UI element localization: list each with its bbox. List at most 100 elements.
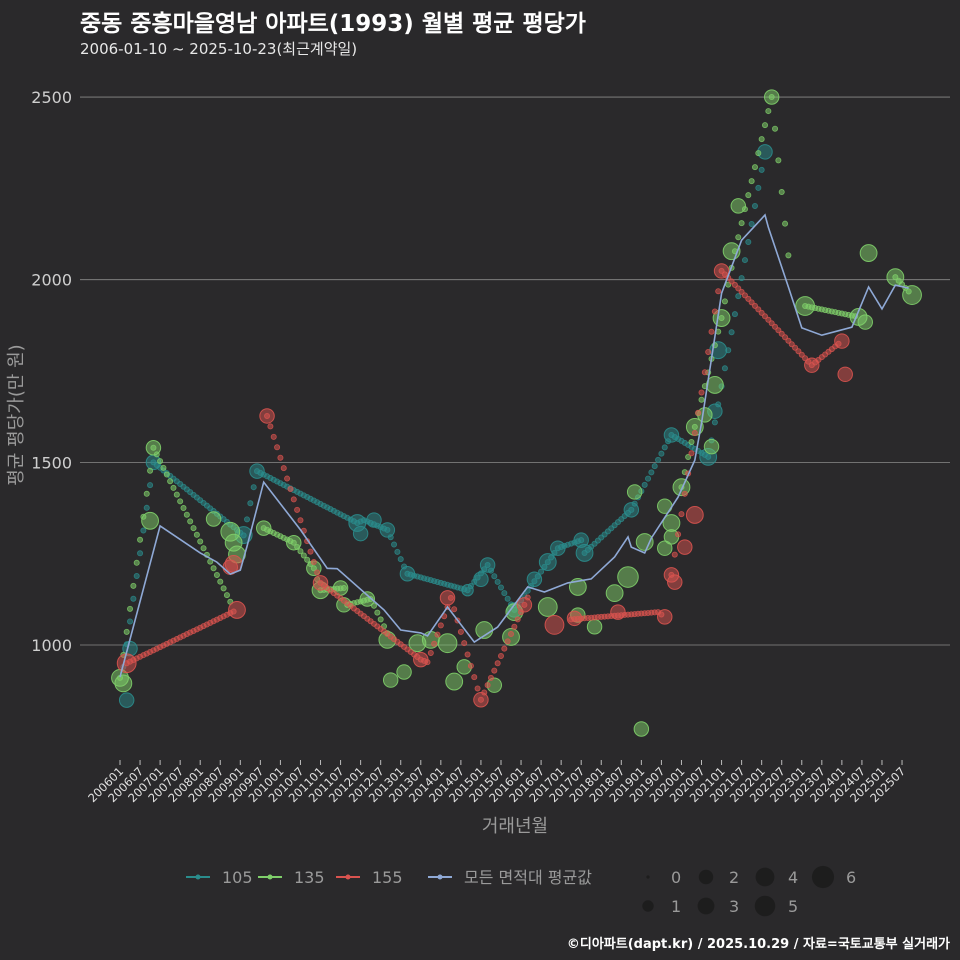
interpolated-point <box>220 585 227 592</box>
interpolated-point <box>250 484 257 491</box>
size-legend-label: 1 <box>671 897 681 916</box>
trade-point <box>145 440 162 456</box>
interpolated-point <box>705 348 712 355</box>
trade-point <box>859 244 878 262</box>
interpolated-point <box>461 640 468 647</box>
interpolated-point <box>183 511 190 518</box>
interpolated-point <box>133 572 140 579</box>
trade-point <box>804 357 820 373</box>
interpolated-point <box>671 551 678 558</box>
series-155 <box>116 263 853 708</box>
size-legend-marker <box>646 875 650 879</box>
interpolated-point <box>310 559 317 566</box>
interpolated-point <box>782 220 789 227</box>
interpolated-point <box>177 498 184 505</box>
average-line <box>119 213 909 678</box>
size-legend-marker <box>755 867 775 887</box>
size-legend-marker <box>811 865 835 889</box>
interpolated-point <box>701 369 708 376</box>
interpolated-point <box>755 150 762 157</box>
trade-point <box>633 721 650 737</box>
interpolated-point <box>280 465 287 472</box>
size-legend-marker <box>754 895 776 917</box>
y-tick-labels: 1000 1500 2000 2500 <box>31 88 72 655</box>
trade-point <box>626 484 643 500</box>
interpolated-point <box>494 660 501 667</box>
interpolated-point <box>167 478 174 485</box>
legend: 105 135 155 모든 면적대 평균값 0 1 2 3 4 5 6 <box>186 865 856 917</box>
interpolated-point <box>645 475 652 482</box>
trade-point <box>141 511 159 530</box>
size-legend-label: 5 <box>788 897 798 916</box>
legend-label-3: 모든 면적대 평균값 <box>464 868 592 887</box>
interpolated-point <box>197 538 204 545</box>
trade-point <box>610 604 626 620</box>
trade-point <box>118 692 135 708</box>
interpolated-point <box>735 234 742 241</box>
interpolated-point <box>147 482 154 489</box>
trade-point <box>902 285 922 305</box>
interpolated-point <box>494 578 501 585</box>
interpolated-point <box>137 550 144 557</box>
interpolated-point <box>708 328 715 335</box>
trade-point <box>763 89 780 105</box>
interpolated-point <box>765 108 772 115</box>
interpolated-point <box>685 454 692 461</box>
size-legend-label: 6 <box>846 868 856 887</box>
interpolated-point <box>738 275 745 282</box>
interpolated-point <box>143 504 150 511</box>
trade-point <box>228 601 246 619</box>
trade-point <box>703 438 720 455</box>
chart-title: 중동 중흥마을영남 아파트(1993) 월별 평균 평당가 <box>80 11 586 37</box>
interpolated-point <box>695 409 702 416</box>
interpolated-point <box>394 548 401 555</box>
size-legend-marker <box>642 900 654 912</box>
interpolated-point <box>651 463 658 470</box>
interpolated-point <box>130 595 137 602</box>
trade-point <box>705 375 724 394</box>
interpolated-point <box>728 329 735 336</box>
series-모든면적대평균값 <box>119 213 909 678</box>
interpolated-point <box>434 631 441 638</box>
interpolated-point <box>715 288 722 295</box>
interpolated-point <box>758 136 765 143</box>
interpolated-point <box>397 556 404 563</box>
trade-point <box>575 544 594 562</box>
interpolated-point <box>147 467 154 474</box>
trade-point <box>550 540 566 556</box>
grid <box>80 96 950 646</box>
interpolated-point <box>748 220 755 227</box>
legend-marker-0 <box>195 874 201 880</box>
trade-point <box>713 263 730 279</box>
interpolated-point <box>284 475 291 482</box>
size-legend-label: 2 <box>729 868 739 887</box>
legend-marker-1 <box>267 874 273 880</box>
trade-point <box>259 408 275 424</box>
trade-point <box>461 584 474 597</box>
interpolated-point <box>173 491 180 498</box>
interpolated-point <box>304 556 311 563</box>
trade-point <box>667 574 683 590</box>
trade-point <box>544 615 565 635</box>
interpolated-point <box>484 682 491 689</box>
trade-point <box>566 610 583 627</box>
interpolated-point <box>658 450 665 457</box>
interpolated-point <box>294 506 301 513</box>
interpolated-point <box>300 552 307 559</box>
size-legend-label: 0 <box>671 868 681 887</box>
trade-point <box>359 591 376 607</box>
trade-point <box>445 672 464 691</box>
interpolated-point <box>247 500 254 507</box>
interpolated-point <box>217 578 224 585</box>
interpolated-point <box>785 252 792 259</box>
plot-area <box>111 89 922 737</box>
interpolated-point <box>501 645 508 652</box>
interpolated-point <box>497 652 504 659</box>
trade-point <box>479 557 496 573</box>
interpolated-point <box>297 548 304 555</box>
interpolated-point <box>501 590 508 597</box>
interpolated-point <box>157 458 164 465</box>
interpolated-point <box>130 582 137 589</box>
trade-point <box>886 268 905 287</box>
trade-point <box>413 651 429 668</box>
